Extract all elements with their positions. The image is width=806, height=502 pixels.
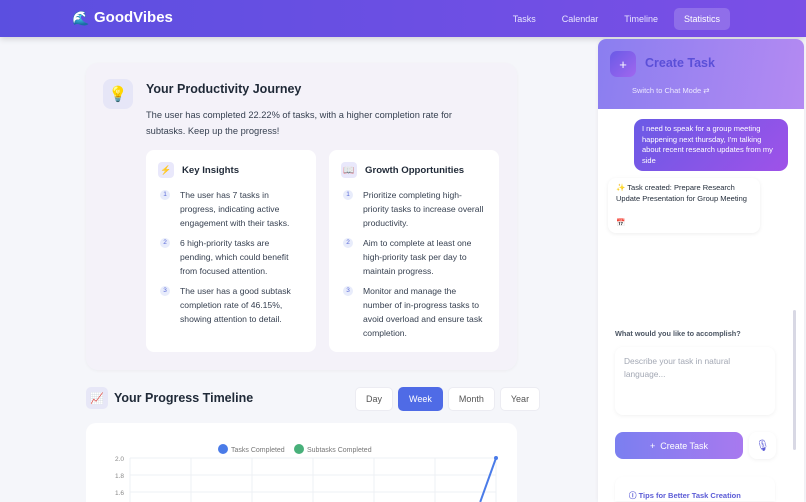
list-item: 3 The user has a good subtask completion … xyxy=(158,284,304,326)
key-insights-title: Key Insights xyxy=(182,164,240,176)
top-nav: 🌊 GoodVibes Tasks Calendar Timeline Stati… xyxy=(0,0,806,37)
lightbulb-icon: 💡 xyxy=(103,79,133,109)
journey-summary: The user has completed 22.22% of tasks, … xyxy=(146,110,452,136)
book-icon: 📖 xyxy=(341,162,357,178)
microphone-icon[interactable]: 🎙 xyxy=(749,432,776,459)
app-name: GoodVibes xyxy=(94,9,173,26)
prompt-label: What would you like to accomplish? xyxy=(615,329,741,338)
nav-timeline[interactable]: Timeline xyxy=(624,14,658,24)
nav-statistics[interactable]: Statistics xyxy=(673,8,730,30)
nav-tasks[interactable]: Tasks xyxy=(512,14,536,24)
series-line-segment xyxy=(479,457,497,502)
growth-opportunities-card: 📖 Growth Opportunities 1 Prioritize comple… xyxy=(329,150,499,352)
calendar-icon: 📅 xyxy=(616,218,626,228)
create-task-button[interactable]: + Create Task xyxy=(615,432,743,459)
progress-chart: 2.0 1.8 1.6 Tasks Completed Subtasks Complet… xyxy=(86,423,517,502)
chart-svg: 2.0 1.8 1.6 Tasks Completed Subtasks Complet… xyxy=(115,444,498,502)
range-year[interactable]: Year xyxy=(499,387,541,411)
panel-title: Create Task xyxy=(645,56,715,70)
list-item: 3 Monitor and manage the number of in-pro… xyxy=(341,284,487,340)
range-day[interactable]: Day xyxy=(355,387,394,411)
nav-calendar[interactable]: Calendar xyxy=(561,14,599,24)
swap-icon: ⇄ xyxy=(703,86,710,95)
range-selector: Day Week Month Year xyxy=(355,387,541,411)
panel-scrollbar[interactable] xyxy=(793,310,796,450)
logo[interactable]: 🌊 GoodVibes xyxy=(72,9,173,26)
switch-chat-mode[interactable]: Switch to Chat Mode ⇄ xyxy=(632,86,710,95)
user-message: I need to speak for a group meeting happ… xyxy=(634,119,788,172)
timeline-title: Your Progress Timeline xyxy=(114,391,254,405)
create-task-panel: + Create Task Switch to Chat Mode ⇄ I ne… xyxy=(598,39,804,502)
y-tick-label: 1.6 xyxy=(115,490,124,497)
list-item: 1 Prioritize completing high-priority tas… xyxy=(341,188,487,230)
range-month[interactable]: Month xyxy=(447,387,495,411)
lightning-icon: ⚡ xyxy=(158,162,174,178)
presentation-chart-icon: 📈 xyxy=(86,387,108,409)
plus-icon: + xyxy=(649,440,656,451)
task-description-input[interactable] xyxy=(615,347,775,415)
range-week[interactable]: Week xyxy=(398,387,443,411)
growth-title: Growth Opportunities xyxy=(365,164,465,176)
legend-marker xyxy=(218,444,228,454)
timeline-header: 📈 Your Progress Timeline xyxy=(86,387,253,409)
legend-label: Tasks Completed xyxy=(231,447,285,454)
productivity-journey-card: 💡 Your Productivity Journey The user has… xyxy=(86,63,517,370)
plus-icon: + xyxy=(610,51,636,77)
tips-section[interactable]: ⓘ Tips for Better Task Creation xyxy=(615,477,775,501)
key-insights-card: ⚡ Key Insights 1 The user has 7 tasks in p… xyxy=(146,150,316,352)
bot-message: ✨ Task created: Prepare Research Update … xyxy=(608,178,760,233)
y-tick-label: 2.0 xyxy=(115,456,124,463)
journey-title: Your Productivity Journey xyxy=(146,82,302,96)
list-item: 2 Aim to complete at least one high-prior… xyxy=(341,236,487,278)
legend-label: Subtasks Completed xyxy=(307,447,372,454)
y-tick-label: 1.8 xyxy=(115,473,124,480)
list-item: 1 The user has 7 tasks in progress, indic… xyxy=(158,188,304,230)
legend-marker xyxy=(294,444,304,454)
wave-icon: 🌊 xyxy=(72,9,90,26)
data-point xyxy=(494,456,498,460)
